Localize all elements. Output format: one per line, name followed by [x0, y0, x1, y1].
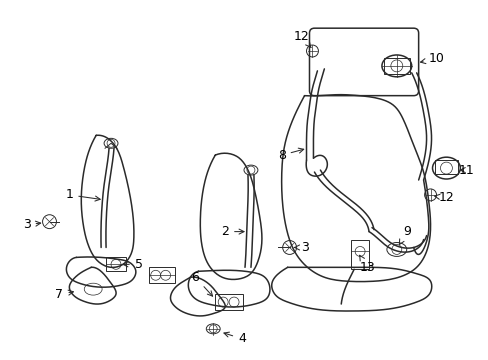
- Bar: [350, 239, 368, 269]
- Text: 1: 1: [65, 188, 100, 201]
- Text: 11: 11: [457, 163, 473, 176]
- Text: 6: 6: [191, 271, 212, 296]
- Text: 10: 10: [420, 53, 444, 66]
- Bar: [148, 267, 174, 283]
- Text: 12: 12: [293, 30, 310, 48]
- Bar: [434, 160, 457, 174]
- Bar: [215, 294, 243, 310]
- Text: 3: 3: [294, 241, 308, 254]
- Text: 5: 5: [122, 258, 142, 271]
- Bar: [383, 58, 409, 74]
- Text: 9: 9: [399, 225, 410, 244]
- Text: 8: 8: [277, 148, 303, 162]
- Text: 2: 2: [221, 225, 244, 238]
- Bar: [106, 257, 126, 271]
- Text: 12: 12: [434, 192, 453, 204]
- Text: 4: 4: [224, 332, 245, 345]
- Text: 3: 3: [23, 218, 41, 231]
- Text: 7: 7: [55, 288, 73, 301]
- Text: 13: 13: [359, 255, 374, 274]
